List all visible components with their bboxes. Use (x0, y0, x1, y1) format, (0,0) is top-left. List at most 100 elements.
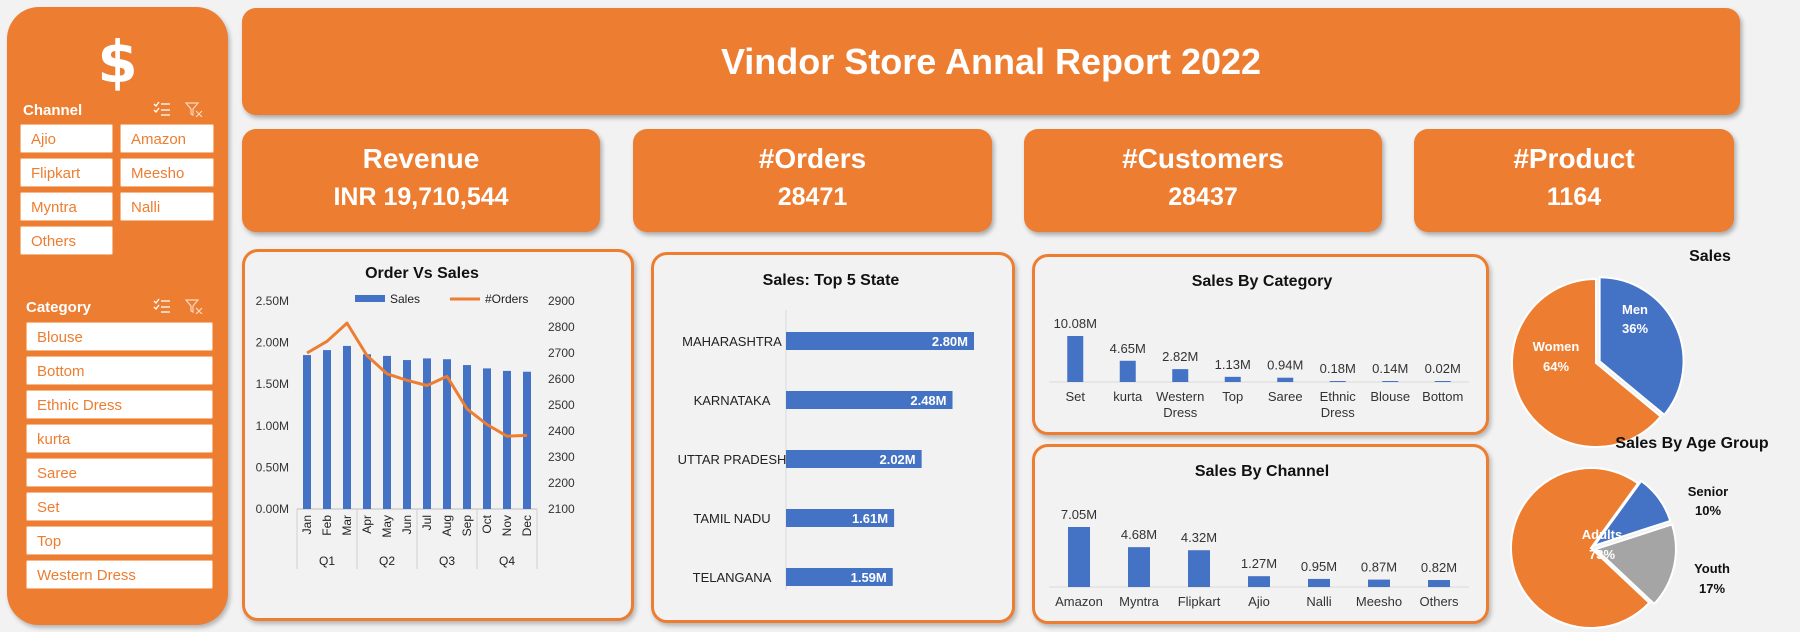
age-pie-title: Sales By Age Group (1615, 435, 1768, 452)
bar-value-label: 0.87M (1361, 560, 1397, 575)
x-category-label: Myntra (1119, 594, 1160, 609)
x-month-label: Dec (520, 515, 534, 536)
pie-value-adults: 73% (1589, 547, 1615, 562)
state-label: KARNATAKA (694, 393, 771, 408)
category-blouse-button[interactable]: Blouse (26, 322, 213, 351)
bar-value-label: 1.27M (1241, 556, 1277, 571)
sales-bar (303, 355, 311, 509)
channel-amazon-button[interactable]: Amazon (120, 124, 214, 153)
x-category-label: Bottom (1422, 389, 1463, 404)
state-label: MAHARASHTRA (682, 334, 782, 349)
x-month-label: Apr (360, 515, 374, 534)
multi-select-icon[interactable] (153, 298, 171, 314)
bar-value-label: 0.18M (1320, 361, 1356, 376)
bar-value-label: 1.13M (1215, 357, 1251, 372)
state-label: UTTAR PRADESH (678, 452, 787, 467)
y-right-tick-label: 2200 (548, 476, 575, 490)
x-category-label: Meesho (1356, 594, 1402, 609)
state-bar (786, 332, 974, 350)
state-value-label: 2.48M (910, 393, 946, 408)
sales-bar (463, 365, 471, 509)
sales-bar (363, 354, 371, 509)
value-bar (1277, 377, 1294, 382)
multi-select-icon[interactable] (153, 101, 171, 117)
x-month-label: Jul (420, 515, 434, 530)
sales-bar (443, 359, 451, 509)
state-label: TAMIL NADU (693, 511, 770, 526)
clear-filter-icon[interactable] (184, 101, 203, 118)
x-category-label: Nalli (1306, 594, 1331, 609)
x-month-label: Mar (340, 515, 354, 536)
top-5-state-panel: Sales: Top 5 State MAHARASHTRA 2.80M KARNA… (651, 252, 1015, 623)
y-right-tick-label: 2100 (548, 502, 575, 516)
y-left-tick-label: 0.00M (256, 502, 289, 516)
legend-label-orders: #Orders (485, 292, 528, 306)
value-bar (1329, 381, 1346, 382)
y-right-tick-label: 2600 (548, 372, 575, 386)
kpi-customers-value: 28437 (1168, 183, 1238, 211)
sales-bar (383, 355, 391, 509)
channel-slicer-title: Channel (23, 102, 83, 119)
channel-meesho-button[interactable]: Meesho (120, 158, 214, 187)
category-ethnic-dress-button[interactable]: Ethnic Dress (26, 390, 213, 419)
channel-others-button[interactable]: Others (20, 226, 113, 255)
x-quarter-label: Q3 (439, 554, 455, 568)
clear-filter-icon[interactable] (184, 298, 203, 315)
y-right-tick-label: 2900 (548, 294, 575, 308)
kpi-customers-label: #Customers (1122, 143, 1284, 174)
value-bar (1119, 360, 1136, 382)
y-right-tick-label: 2500 (548, 398, 575, 412)
pie-value-senior: 10% (1695, 503, 1721, 518)
category-set-button[interactable]: Set (26, 492, 213, 521)
category-top-button[interactable]: Top (26, 526, 213, 555)
x-category-label: Set (1065, 389, 1085, 404)
legend-label-sales: Sales (390, 292, 420, 306)
pie-label-women: Women (1533, 339, 1580, 354)
state-bar (786, 568, 893, 586)
value-bar (1382, 381, 1399, 382)
bar-value-label: 4.68M (1121, 527, 1157, 542)
pie-value-men: 36% (1622, 321, 1648, 336)
state-value-label: 2.80M (932, 334, 968, 349)
y-left-tick-label: 2.50M (256, 294, 289, 308)
state-bar (786, 391, 953, 409)
dollar-icon: $ (97, 28, 138, 96)
sales-pie-title: Sales (1689, 248, 1731, 265)
kpi-product: #Product 1164 (1414, 129, 1734, 232)
x-month-label: Sep (460, 515, 474, 537)
channel-ajio-button[interactable]: Ajio (20, 124, 113, 153)
value-bar (1368, 579, 1390, 587)
legend-swatch-sales (355, 295, 385, 302)
channel-nalli-button[interactable]: Nalli (120, 192, 214, 221)
bar-value-label: 7.05M (1061, 507, 1097, 522)
channel-flipkart-button[interactable]: Flipkart (20, 158, 113, 187)
value-bar (1224, 376, 1241, 382)
pie-slice (1598, 276, 1685, 417)
x-month-label: Aug (440, 515, 454, 536)
x-month-label: Jan (300, 515, 314, 534)
sales-bar (483, 368, 491, 509)
channel-myntra-button[interactable]: Myntra (20, 192, 113, 221)
category-saree-button[interactable]: Saree (26, 458, 213, 487)
category-slicer-title: Category (26, 299, 92, 316)
top-5-state-chart: Sales: Top 5 State MAHARASHTRA 2.80M KARNA… (678, 272, 974, 590)
state-bar (786, 450, 922, 468)
kpi-orders-label: #Orders (758, 143, 867, 174)
category-western-dress-button[interactable]: Western Dress (26, 560, 213, 589)
order-vs-sales-panel: Order Vs Sales Sales #Orders 0.00M 0.50M 1… (242, 249, 634, 621)
bar-value-label: 0.82M (1421, 560, 1457, 575)
category-kurta-button[interactable]: kurta (26, 424, 213, 453)
value-bar (1434, 381, 1451, 382)
state-label: TELANGANA (693, 570, 772, 585)
bar-value-label: 4.65M (1110, 341, 1146, 356)
x-category-label: Flipkart (1178, 594, 1221, 609)
x-category-label: Top (1222, 389, 1243, 404)
value-bar (1308, 578, 1330, 587)
x-category-label: Others (1419, 594, 1459, 609)
x-category-label: Western Dress (1156, 389, 1204, 420)
sales-by-category-chart: Sales By Category 10.08M Set 4.65M kurta 2.8… (1049, 273, 1469, 420)
state-value-label: 1.61M (852, 511, 888, 526)
y-left-tick-label: 0.50M (256, 460, 289, 474)
chart-title: Sales By Category (1192, 273, 1333, 290)
category-bottom-button[interactable]: Bottom (26, 356, 213, 385)
